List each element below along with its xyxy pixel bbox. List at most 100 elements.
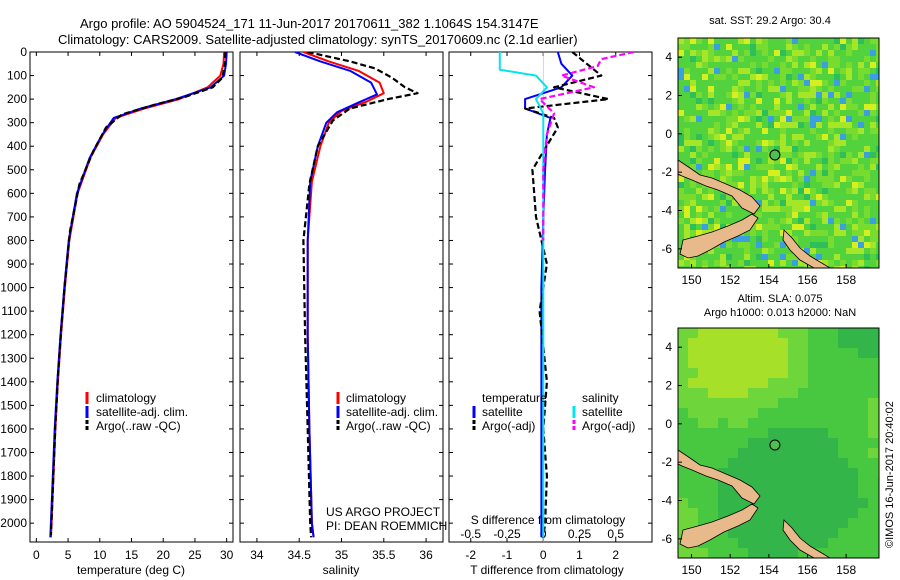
map-cell bbox=[728, 408, 739, 419]
map-cell bbox=[738, 528, 749, 539]
map-cell bbox=[756, 152, 763, 159]
map-cell bbox=[718, 348, 729, 359]
map-cell bbox=[808, 528, 819, 539]
map-cell bbox=[870, 134, 877, 141]
map-cell bbox=[858, 158, 865, 165]
map-cell bbox=[690, 50, 697, 57]
map-cell bbox=[822, 224, 829, 231]
map-cell bbox=[678, 236, 685, 243]
map-cell bbox=[828, 236, 835, 243]
map-cell bbox=[816, 50, 823, 57]
map-cell bbox=[810, 62, 817, 69]
map-cell bbox=[768, 418, 779, 429]
sst-map-frame bbox=[677, 37, 880, 269]
map-cell bbox=[750, 194, 757, 201]
map-cell bbox=[688, 548, 699, 558]
map-cell bbox=[714, 176, 721, 183]
map-cell bbox=[798, 218, 805, 225]
map-cell bbox=[762, 200, 769, 207]
map-cell bbox=[840, 200, 847, 207]
map-cell bbox=[792, 224, 799, 231]
map-cell bbox=[688, 408, 699, 419]
map-cell bbox=[846, 236, 853, 243]
map-cell bbox=[762, 50, 769, 57]
map-cell bbox=[878, 348, 879, 359]
map-cell bbox=[870, 104, 877, 111]
map-y-tick-label: -6 bbox=[661, 532, 672, 546]
map-cell bbox=[720, 122, 727, 129]
map-cell bbox=[852, 242, 859, 249]
map-cell bbox=[738, 92, 745, 99]
map-cell bbox=[758, 458, 769, 469]
map-cell bbox=[876, 158, 879, 165]
map-cell bbox=[804, 62, 811, 69]
map-cell bbox=[756, 158, 763, 165]
map-cell bbox=[858, 328, 869, 339]
map-cell bbox=[792, 140, 799, 147]
salinity-legend: climatology satellite-adj. clim. Argo(..… bbox=[336, 391, 438, 433]
map-cell bbox=[852, 104, 859, 111]
map-cell bbox=[852, 80, 859, 87]
map-cell bbox=[804, 212, 811, 219]
map-cell bbox=[756, 122, 763, 129]
temperature-legend: climatology satellite-adj. clim. Argo(..… bbox=[85, 391, 188, 433]
map-cell bbox=[708, 92, 715, 99]
map-cell bbox=[848, 368, 859, 379]
map-cell bbox=[774, 116, 781, 123]
map-cell bbox=[792, 200, 799, 207]
map-cell bbox=[858, 164, 865, 171]
map-cell bbox=[708, 104, 715, 111]
map-cell bbox=[876, 194, 879, 201]
map-cell bbox=[688, 508, 699, 519]
map-x-tick-label: 158 bbox=[836, 273, 856, 287]
map-cell bbox=[828, 348, 839, 359]
map-cell bbox=[762, 212, 769, 219]
map-cell bbox=[684, 56, 691, 63]
map-cell bbox=[728, 328, 739, 339]
map-cell bbox=[726, 44, 733, 51]
map-cell bbox=[702, 260, 709, 267]
map-cell bbox=[804, 164, 811, 171]
map-cell bbox=[708, 498, 719, 509]
map-cell bbox=[852, 50, 859, 57]
map-cell bbox=[840, 194, 847, 201]
s-diff-tick-label: 0.25 bbox=[568, 527, 592, 541]
map-cell bbox=[786, 92, 793, 99]
map-cell bbox=[858, 398, 869, 409]
map-cell bbox=[834, 68, 841, 75]
map-cell bbox=[858, 368, 869, 379]
map-cell bbox=[708, 348, 719, 359]
map-cell bbox=[750, 128, 757, 135]
map-cell bbox=[774, 62, 781, 69]
legend-temperature-title: temperature bbox=[482, 391, 547, 405]
map-cell bbox=[762, 206, 769, 213]
map-cell bbox=[744, 260, 751, 267]
map-cell bbox=[684, 44, 691, 51]
map-cell bbox=[834, 50, 841, 57]
map-cell bbox=[698, 428, 709, 439]
map-cell bbox=[876, 164, 879, 171]
map-cell bbox=[876, 134, 879, 141]
map-cell bbox=[768, 368, 779, 379]
map-cell bbox=[828, 74, 835, 81]
map-cell bbox=[834, 110, 841, 117]
map-cell bbox=[840, 128, 847, 135]
map-cell bbox=[834, 116, 841, 123]
map-cell bbox=[780, 146, 787, 153]
map-cell bbox=[792, 104, 799, 111]
map-cell bbox=[816, 206, 823, 213]
map-cell bbox=[696, 122, 703, 129]
map-cell bbox=[684, 134, 691, 141]
map-cell bbox=[708, 50, 715, 57]
map-cell bbox=[840, 56, 847, 63]
map-cell bbox=[780, 182, 787, 189]
map-cell bbox=[678, 62, 685, 69]
map-cell bbox=[708, 418, 719, 429]
map-cell bbox=[726, 266, 733, 268]
map-cell bbox=[774, 140, 781, 147]
map-cell bbox=[732, 158, 739, 165]
series-line-s-argo-adj- bbox=[538, 52, 635, 241]
map-cell bbox=[718, 328, 729, 339]
map-cell bbox=[678, 508, 689, 519]
map-cell bbox=[756, 92, 763, 99]
